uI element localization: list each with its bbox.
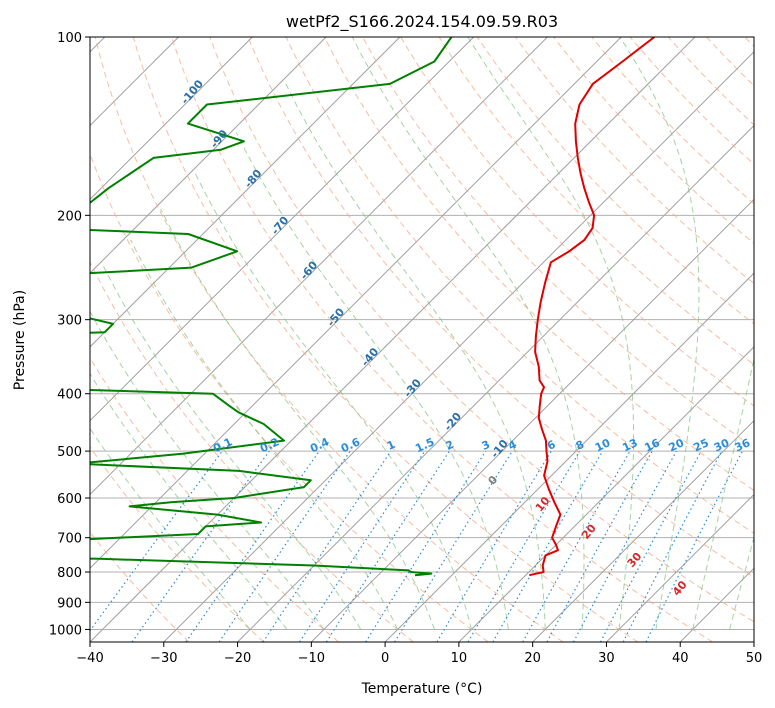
moist-adiabat-line [90, 427, 251, 630]
x-tick-label: 50 [746, 651, 763, 666]
moist-adiabat-line [467, 37, 635, 630]
moist-adiabat-line [692, 356, 754, 630]
mixing-ratio-line [131, 450, 270, 642]
mixing-ratio-label: 10 [593, 436, 613, 454]
mixing-ratio-label: 20 [667, 436, 687, 454]
x-tick-label: 20 [524, 651, 541, 666]
mixing-ratio-line [299, 450, 426, 642]
moist-adiabat-line [194, 173, 472, 630]
y-tick-label: 200 [57, 209, 82, 224]
dry-adiabat-line [209, 37, 754, 623]
dry-adiabat-line [171, 37, 713, 642]
dry-adiabat-line [90, 260, 414, 642]
isotherm-line [90, 37, 327, 274]
mixing-ratio-label: 36 [733, 436, 753, 454]
x-tick-label: −10 [298, 651, 325, 666]
moist-adiabat-line [160, 208, 436, 630]
mixing-ratio-label: 16 [642, 436, 662, 454]
dry-adiabat-line [247, 37, 754, 578]
y-tick-label: 700 [57, 532, 82, 547]
moist-adiabat-line [729, 535, 754, 630]
mixing-ratio-line [262, 450, 392, 642]
mixing-ratio-line [365, 450, 487, 642]
dry-adiabat-line [515, 37, 754, 285]
isotherm-line [384, 272, 754, 642]
isotherm-line [237, 124, 754, 642]
x-tick-label: 10 [451, 651, 468, 666]
x-axis: −40 −30 −20 −10 0 10 20 30 40 50 [76, 642, 762, 666]
isotherm-line [90, 37, 401, 348]
moist-adiabat-line [285, 83, 546, 630]
mixing-ratio-line [436, 450, 552, 642]
y-tick-label: 800 [57, 566, 82, 581]
isotherm-line [90, 37, 548, 496]
x-tick-label: 30 [598, 651, 615, 666]
isotherm-line [90, 37, 253, 201]
plot-background [90, 37, 754, 642]
dry-adiabat-line [476, 37, 754, 325]
plot-frame [89, 36, 755, 643]
dry-adiabat-line [438, 37, 754, 366]
x-tick-label: −40 [76, 651, 103, 666]
moist-adiabat-line [619, 37, 700, 630]
x-tick-label: 40 [672, 651, 689, 666]
x-tick-label: −30 [150, 651, 177, 666]
x-tick-label: −20 [224, 651, 251, 666]
isotherm-line [606, 493, 754, 642]
isotherm-line [90, 37, 622, 569]
moist-adiabat-line [90, 372, 288, 630]
isotherm-line [532, 419, 754, 642]
mixing-ratio-label: 25 [691, 436, 710, 454]
profile-lines [90, 37, 656, 577]
plot-area [90, 37, 754, 642]
dry-adiabat-line [132, 37, 639, 642]
y-axis: 100 200 300 400 500 600 700 800 900 1000 [49, 31, 90, 638]
isotherm-line [458, 346, 754, 642]
mixing-ratio-line [572, 450, 677, 642]
y-axis-label: Pressure (hPa) [12, 290, 28, 390]
y-tick-label: 100 [57, 31, 82, 46]
y-tick-label: 300 [57, 314, 82, 329]
moist-adiabat-line [90, 310, 325, 630]
mixing-ratio-line [218, 450, 351, 642]
y-tick-label: 500 [57, 445, 82, 460]
y-tick-label: 400 [57, 388, 82, 403]
isotherm-line [90, 37, 696, 642]
dry-adiabat-line [94, 37, 564, 642]
mixing-ratio-line [394, 450, 513, 642]
y-tick-label: 1000 [49, 623, 82, 638]
isotherm-line [163, 51, 754, 642]
mixing-ratio-label: 30 [712, 436, 732, 454]
moist-adiabat-line [235, 132, 509, 630]
dewpoint-profile-line [90, 37, 453, 577]
x-tick-label: 0 [381, 651, 389, 666]
moist-adiabat-line [101, 262, 362, 630]
mixing-ratio-line [467, 450, 581, 642]
y-tick-label: 900 [57, 596, 82, 611]
mixing-ratio-line [325, 450, 450, 642]
isotherm-line [90, 37, 475, 422]
x-axis-label: Temperature (°C) [361, 681, 483, 697]
y-tick-label: 600 [57, 492, 82, 507]
background-lines [90, 37, 754, 642]
dry-adiabat-line [285, 37, 754, 534]
chart-title: wetPf2_S166.2024.154.09.59.R03 [286, 12, 558, 32]
dry-adiabat-line [90, 446, 265, 642]
moist-adiabat-line [351, 37, 585, 630]
isotherm-line [753, 641, 754, 642]
moist-adiabat-line [130, 239, 399, 630]
dry-adiabat-line [323, 37, 754, 491]
temperature-profile-line [529, 37, 656, 577]
mixing-ratio-label: 13 [620, 436, 639, 454]
